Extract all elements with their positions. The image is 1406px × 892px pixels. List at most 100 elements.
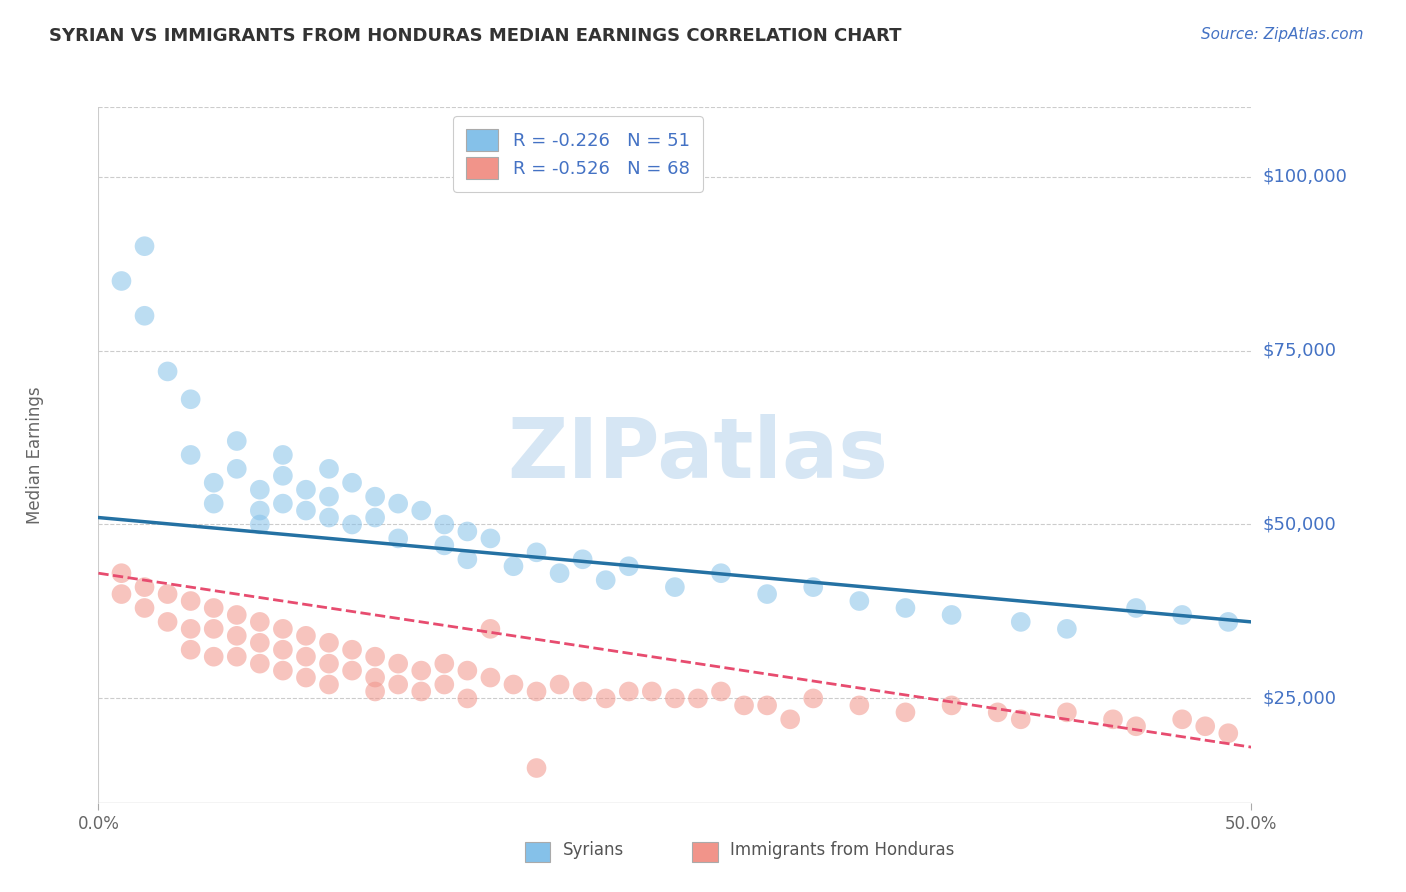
Point bbox=[364, 684, 387, 698]
Point bbox=[987, 706, 1010, 720]
Point bbox=[271, 642, 294, 657]
Point bbox=[249, 636, 271, 650]
Point bbox=[894, 706, 917, 720]
Point bbox=[456, 691, 478, 706]
Point bbox=[502, 677, 524, 691]
Point bbox=[733, 698, 755, 713]
Point bbox=[1218, 615, 1240, 629]
Point bbox=[364, 510, 387, 524]
Point bbox=[894, 601, 917, 615]
Point bbox=[502, 559, 524, 574]
Point bbox=[1125, 601, 1147, 615]
Point bbox=[202, 601, 225, 615]
Point bbox=[225, 649, 247, 664]
Point bbox=[340, 475, 363, 490]
Point bbox=[387, 497, 409, 511]
Point bbox=[1218, 726, 1240, 740]
Text: SYRIAN VS IMMIGRANTS FROM HONDURAS MEDIAN EARNINGS CORRELATION CHART: SYRIAN VS IMMIGRANTS FROM HONDURAS MEDIA… bbox=[49, 27, 901, 45]
Point bbox=[1102, 712, 1125, 726]
Point bbox=[271, 622, 294, 636]
Point bbox=[456, 524, 478, 539]
Point bbox=[1056, 622, 1078, 636]
Point bbox=[110, 274, 132, 288]
Point bbox=[387, 677, 409, 691]
Point bbox=[225, 629, 247, 643]
Point bbox=[318, 490, 340, 504]
Point bbox=[318, 510, 340, 524]
Text: $50,000: $50,000 bbox=[1263, 516, 1336, 533]
Point bbox=[433, 657, 456, 671]
Point bbox=[156, 587, 179, 601]
Point bbox=[318, 462, 340, 476]
Point bbox=[180, 622, 202, 636]
Point bbox=[202, 649, 225, 664]
Point bbox=[479, 532, 502, 546]
Point bbox=[848, 698, 870, 713]
Point bbox=[411, 684, 433, 698]
Point bbox=[801, 691, 824, 706]
Text: ZIPatlas: ZIPatlas bbox=[508, 415, 889, 495]
Point bbox=[134, 580, 156, 594]
Point bbox=[411, 503, 433, 517]
Point bbox=[295, 629, 318, 643]
Point bbox=[134, 309, 156, 323]
Point bbox=[180, 642, 202, 657]
Point bbox=[526, 684, 548, 698]
Point bbox=[526, 545, 548, 559]
Point bbox=[433, 538, 456, 552]
Point bbox=[456, 664, 478, 678]
Point bbox=[156, 364, 179, 378]
Point bbox=[110, 566, 132, 581]
Point bbox=[433, 677, 456, 691]
Point bbox=[318, 636, 340, 650]
Point bbox=[1010, 712, 1032, 726]
Point bbox=[340, 517, 363, 532]
Point bbox=[848, 594, 870, 608]
Point bbox=[202, 622, 225, 636]
Point bbox=[225, 462, 247, 476]
Point bbox=[295, 649, 318, 664]
Point bbox=[686, 691, 709, 706]
Point bbox=[756, 587, 779, 601]
Point bbox=[710, 566, 733, 581]
FancyBboxPatch shape bbox=[524, 842, 550, 862]
Point bbox=[1010, 615, 1032, 629]
Point bbox=[318, 657, 340, 671]
Point bbox=[1056, 706, 1078, 720]
Point bbox=[249, 657, 271, 671]
Text: $75,000: $75,000 bbox=[1263, 342, 1337, 359]
Text: Syrians: Syrians bbox=[562, 841, 624, 859]
Point bbox=[710, 684, 733, 698]
Point bbox=[801, 580, 824, 594]
Text: Source: ZipAtlas.com: Source: ZipAtlas.com bbox=[1201, 27, 1364, 42]
Point bbox=[271, 468, 294, 483]
Text: Median Earnings: Median Earnings bbox=[25, 386, 44, 524]
Point bbox=[318, 677, 340, 691]
Point bbox=[271, 497, 294, 511]
Point bbox=[340, 642, 363, 657]
Point bbox=[779, 712, 801, 726]
Point bbox=[1125, 719, 1147, 733]
Point bbox=[340, 664, 363, 678]
Point bbox=[571, 684, 593, 698]
Point bbox=[180, 448, 202, 462]
Point bbox=[411, 664, 433, 678]
Point bbox=[617, 684, 640, 698]
Point bbox=[387, 657, 409, 671]
Point bbox=[479, 622, 502, 636]
Point bbox=[456, 552, 478, 566]
FancyBboxPatch shape bbox=[692, 842, 717, 862]
Point bbox=[364, 649, 387, 664]
Point bbox=[548, 677, 571, 691]
Text: Immigrants from Honduras: Immigrants from Honduras bbox=[730, 841, 955, 859]
Point bbox=[225, 607, 247, 622]
Point bbox=[295, 483, 318, 497]
Point bbox=[941, 607, 963, 622]
Point bbox=[225, 434, 247, 448]
Point bbox=[595, 691, 617, 706]
Point bbox=[1194, 719, 1216, 733]
Point bbox=[249, 483, 271, 497]
Point bbox=[1171, 712, 1194, 726]
Point bbox=[941, 698, 963, 713]
Point bbox=[364, 490, 387, 504]
